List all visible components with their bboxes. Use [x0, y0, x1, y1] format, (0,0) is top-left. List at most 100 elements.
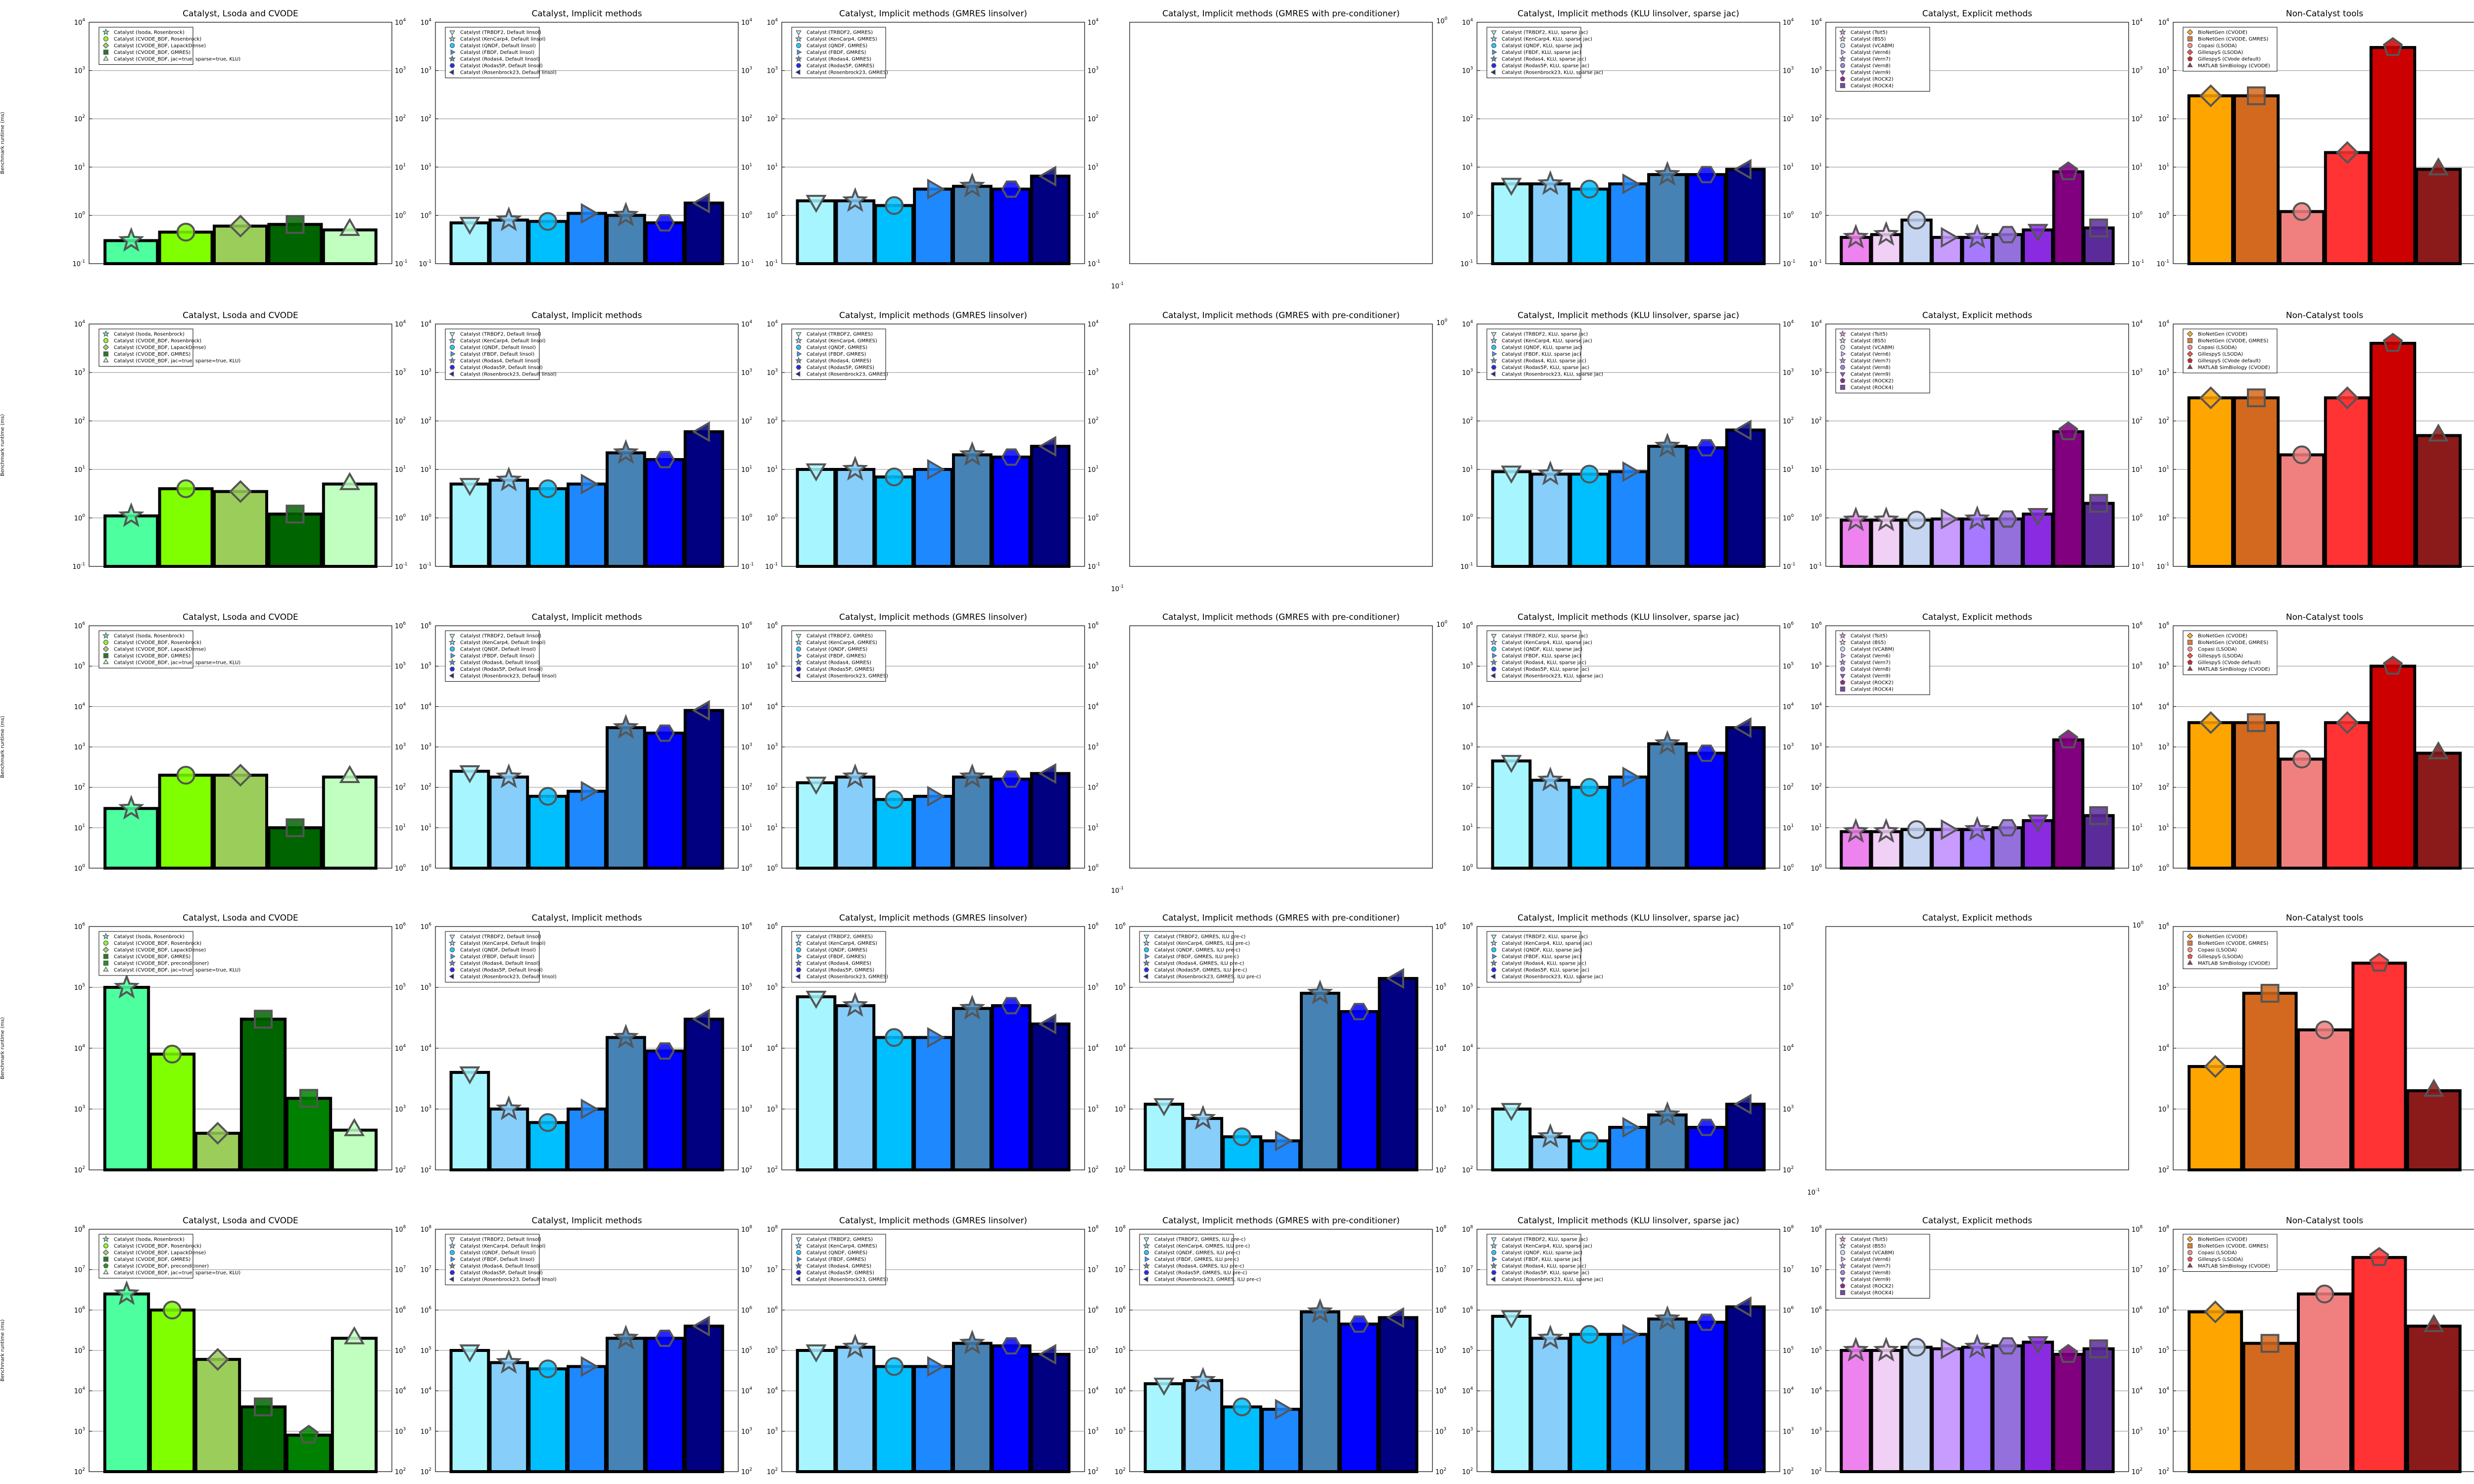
legend-entry: Catalyst (Vern7): [1851, 1264, 1891, 1269]
legend-entry: Catalyst (TRBDF2, KLU, sparse jac): [1502, 30, 1588, 36]
y-tick-label: 106: [1783, 922, 1794, 931]
y-tick-label: 104: [395, 18, 406, 27]
marker-star: [613, 1324, 639, 1349]
legend-entry: BioNetGen (CVODE, GMRES): [2198, 37, 2269, 42]
legend-swatch: [103, 351, 109, 357]
y-tick-label: 103: [1811, 742, 1822, 751]
y-tick-label: 107: [2158, 1265, 2169, 1274]
y-tick-label: 105: [74, 983, 85, 992]
y-tick-label: 100: [395, 211, 406, 220]
legend-entry: GillespyS (LSODA): [2198, 954, 2243, 960]
marker-star: [1839, 638, 1847, 646]
marker-circle: [1840, 646, 1846, 652]
legend-frame: [2183, 27, 2278, 72]
bar: [2324, 396, 2371, 568]
bar: [796, 781, 837, 870]
legend-entry: Catalyst (TRBDF2, GMRES): [807, 1237, 873, 1243]
y-tick-label: 102: [741, 1165, 752, 1174]
legend-entry: Catalyst (FBDF, Default linsol): [460, 653, 534, 659]
legend-entry: Catalyst (Rosenbrock23, Default linsol): [460, 1277, 557, 1283]
legend-swatch: [1839, 638, 1847, 646]
legend-swatch: [1490, 658, 1498, 666]
marker-circle: [176, 223, 195, 242]
legend-swatch: [448, 638, 456, 646]
marker-tri_right: [1941, 819, 1959, 840]
y-tick-label: 100: [395, 513, 406, 522]
legend-entry: Catalyst (lsoda, Rosenbrock): [114, 1237, 185, 1243]
y-tick-label: 104: [741, 1044, 753, 1053]
marker-circle: [1491, 344, 1497, 350]
marker-tri_left: [1733, 419, 1752, 441]
panel-title: Non-Catalyst tools: [2286, 913, 2363, 923]
legend-swatch: [1841, 49, 1846, 55]
y-tick-label: 103: [2132, 66, 2142, 75]
legend-entry: Catalyst (CVODE_BDF, jac=true, sparse=tr…: [114, 968, 240, 973]
bar: [1030, 1352, 1071, 1473]
y-tick-label: 106: [741, 922, 753, 931]
y-tick-label: 106: [1435, 1305, 1447, 1314]
legend-entry: Catalyst (FBDF, KLU, sparse jac): [1502, 954, 1581, 960]
marker-star: [118, 794, 144, 820]
legend-swatch: [796, 365, 802, 370]
marker-tri_right: [1941, 227, 1959, 248]
marker-star: [1307, 1298, 1333, 1323]
marker-circle: [449, 344, 455, 350]
y-tick-label: 104: [1088, 1387, 1099, 1395]
marker-triangle: [343, 1118, 365, 1136]
y-tick-label: 10-1: [765, 259, 778, 268]
legend-entry: Catalyst (Rodas5P, Default linsol): [460, 63, 543, 69]
marker-star: [1964, 224, 1991, 249]
legend-swatch: [1492, 953, 1497, 960]
marker-diamond: [2203, 1055, 2227, 1078]
marker-diamond: [229, 763, 252, 787]
legend-swatch: [795, 673, 801, 679]
bar: [2351, 1256, 2407, 1473]
legend-entry: Catalyst (QNDF, GMRES): [807, 44, 867, 49]
legend-swatch: [1840, 1290, 1846, 1296]
marker-hexagon: [1840, 1270, 1846, 1275]
y-tick-label: 108: [1088, 1225, 1099, 1234]
legend-frame: [791, 27, 886, 78]
legend-entry: MATLAB SimBiology (CVODE): [2198, 667, 2270, 672]
y-tick-label: 100: [767, 513, 778, 522]
legend-swatch: [2187, 646, 2193, 652]
marker-square: [2187, 36, 2193, 42]
marker-star: [102, 632, 110, 639]
y-tick-label: 102: [1783, 783, 1794, 792]
marker-tri_right: [1941, 1338, 1959, 1359]
marker-diamond: [2335, 711, 2359, 735]
marker-square: [2089, 494, 2108, 513]
legend: Catalyst (TRBDF2, GMRES, ILU pre-c)Catal…: [1139, 1234, 1261, 1285]
marker-diamond: [102, 42, 109, 49]
marker-tri_down: [806, 1344, 827, 1363]
marker-tri_right: [1492, 49, 1497, 55]
bar: [1840, 518, 1872, 568]
y-tick-label: 103: [767, 66, 778, 75]
marker-circle: [796, 646, 802, 652]
y-tick-label: 100: [741, 864, 753, 873]
y-tick-label: 104: [1088, 702, 1099, 711]
marker-circle: [2187, 646, 2193, 652]
marker-star: [448, 658, 456, 666]
legend-entry: GillespyS (LSODA): [2198, 653, 2243, 659]
y-tick-label: 102: [2158, 114, 2169, 123]
legend-swatch: [2187, 351, 2193, 357]
legend-entry: Catalyst (CVODE_BDF, LapackDense): [114, 647, 206, 652]
chart-panel: Catalyst, Implicit methods (GMRES with p…: [1111, 612, 1447, 895]
y-tick-label: 106: [741, 621, 753, 630]
marker-tri_left: [449, 69, 454, 75]
y-tick-label: 105: [1088, 1346, 1098, 1355]
y-tick-label: 106: [1088, 922, 1099, 931]
bar: [1900, 1345, 1933, 1473]
legend-entry: Catalyst (Rosenbrock23, Default linsol): [460, 70, 557, 76]
marker-tri_left: [1386, 968, 1404, 989]
panel-title: Catalyst, Implicit methods: [532, 913, 642, 923]
y-tick-label: 101: [1088, 823, 1098, 832]
marker-star: [1839, 1235, 1847, 1243]
marker-pentagon: [2058, 729, 2079, 748]
bar: [1608, 470, 1649, 568]
y-tick-label: 101: [1811, 163, 1822, 172]
marker-square: [285, 818, 305, 837]
